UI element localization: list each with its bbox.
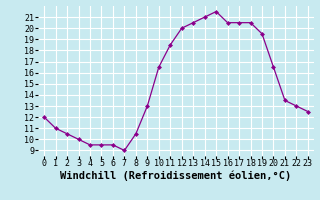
X-axis label: Windchill (Refroidissement éolien,°C): Windchill (Refroidissement éolien,°C) (60, 171, 292, 181)
